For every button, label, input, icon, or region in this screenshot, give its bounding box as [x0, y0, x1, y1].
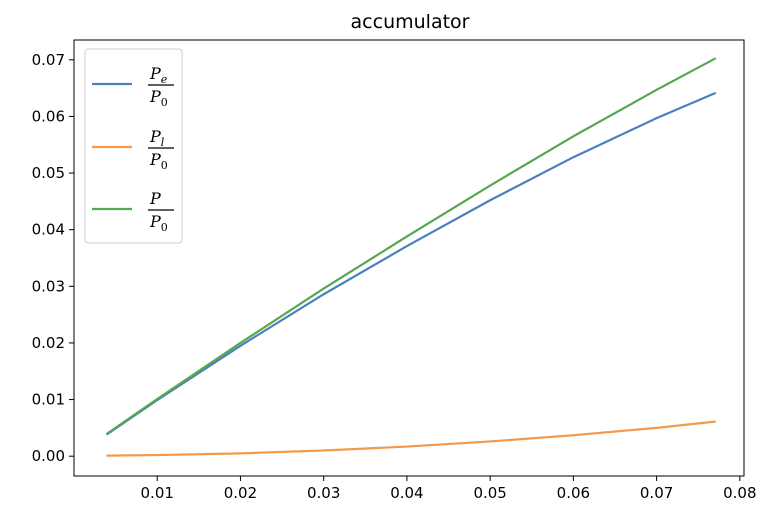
legend-entry-2: P P0	[92, 189, 174, 234]
legend-box	[84, 48, 183, 244]
x-tick-label: 0.04	[390, 484, 423, 502]
x-tick-label: 0.05	[473, 484, 506, 502]
y-tick-label: 0.07	[32, 51, 65, 69]
y-tick-label: 0.00	[32, 447, 65, 465]
series-line-0	[106, 92, 716, 436]
x-tick-label: 0.01	[141, 484, 174, 502]
y-tick-label: 0.02	[32, 334, 65, 352]
plot-frame	[73, 39, 745, 477]
x-tick-label: 0.06	[557, 484, 590, 502]
series-line-1	[106, 420, 716, 457]
series-line-2	[106, 57, 716, 435]
y-tick-label: 0.05	[32, 164, 65, 182]
y-tick-label: 0.01	[32, 391, 65, 409]
chart-title: accumulator	[351, 11, 470, 33]
legend-denominator: P0	[149, 150, 168, 172]
y-tick-label: 0.06	[32, 107, 65, 125]
legend-numerator: Pe	[149, 64, 168, 86]
legend-denominator: P0	[149, 212, 168, 234]
x-tick-label: 0.07	[640, 484, 673, 502]
y-tick-label: 0.04	[32, 221, 65, 239]
x-tick-label: 0.02	[224, 484, 257, 502]
plot-layer: 0.01 0.02 0.03 0.04 0.05 0.06 0.07 0.08 0.00 0.01…	[32, 51, 757, 502]
x-tick-label: 0.03	[307, 484, 340, 502]
y-tick-label: 0.03	[32, 277, 65, 295]
legend-numerator: P	[149, 189, 161, 208]
legend-denominator: P0	[149, 87, 168, 109]
legend-numerator: Pl	[149, 127, 165, 149]
x-tick-label: 0.08	[723, 484, 756, 502]
